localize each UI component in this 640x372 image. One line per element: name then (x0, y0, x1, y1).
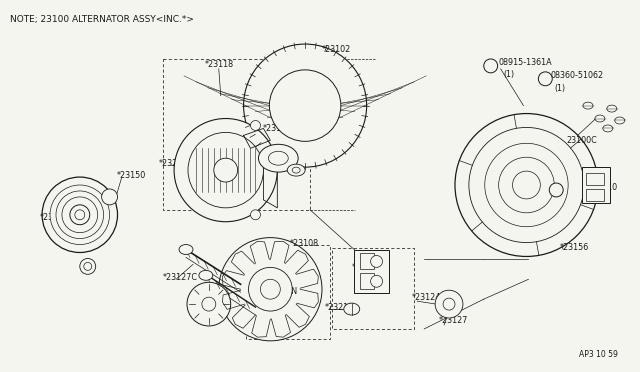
Ellipse shape (607, 105, 617, 112)
Ellipse shape (50, 185, 109, 244)
Ellipse shape (269, 70, 341, 141)
Ellipse shape (344, 303, 360, 315)
Ellipse shape (583, 102, 593, 109)
Ellipse shape (214, 158, 237, 182)
Text: *23200: *23200 (159, 159, 188, 168)
Ellipse shape (219, 238, 322, 341)
Bar (360, 273, 374, 289)
Ellipse shape (250, 121, 260, 131)
Text: *23135: *23135 (355, 250, 384, 259)
Bar (586, 189, 604, 201)
Text: 08915-1361A: 08915-1361A (499, 58, 552, 67)
Text: NOTE; 23100 ALTERNATOR ASSY<INC.*>: NOTE; 23100 ALTERNATOR ASSY<INC.*> (10, 15, 195, 24)
Ellipse shape (435, 290, 463, 318)
Text: (1): (1) (566, 195, 577, 204)
Ellipse shape (292, 167, 300, 173)
Bar (360, 253, 374, 269)
Ellipse shape (259, 144, 298, 172)
Ellipse shape (80, 259, 96, 274)
Text: *23124: *23124 (412, 293, 440, 302)
Ellipse shape (244, 44, 367, 167)
Ellipse shape (174, 119, 277, 222)
Ellipse shape (615, 117, 625, 124)
Ellipse shape (443, 298, 455, 310)
Ellipse shape (455, 113, 598, 256)
Text: *23120N: *23120N (262, 287, 298, 296)
Ellipse shape (199, 270, 213, 280)
Ellipse shape (484, 59, 498, 73)
Text: (1): (1) (554, 84, 565, 93)
Ellipse shape (513, 171, 540, 199)
Ellipse shape (287, 164, 305, 176)
Text: *23130: *23130 (352, 263, 381, 272)
Ellipse shape (250, 210, 260, 220)
Ellipse shape (188, 132, 264, 208)
Bar (586, 173, 604, 185)
Ellipse shape (179, 244, 193, 254)
Ellipse shape (42, 177, 118, 253)
Ellipse shape (248, 267, 292, 311)
Ellipse shape (499, 157, 554, 213)
Bar (354, 250, 390, 293)
Text: *23102: *23102 (322, 45, 351, 54)
Text: *23215: *23215 (325, 302, 355, 312)
Ellipse shape (484, 143, 568, 227)
Text: W: W (553, 187, 559, 192)
Ellipse shape (371, 275, 383, 287)
Ellipse shape (202, 297, 216, 311)
Text: W: W (487, 63, 494, 68)
Ellipse shape (268, 151, 288, 165)
Ellipse shape (70, 205, 90, 225)
Ellipse shape (603, 125, 612, 132)
Ellipse shape (102, 189, 118, 205)
Bar (582, 167, 610, 203)
Ellipse shape (469, 128, 584, 243)
Text: *23156: *23156 (560, 243, 589, 252)
Text: S: S (543, 76, 548, 81)
Text: 08360-51062: 08360-51062 (550, 71, 604, 80)
Ellipse shape (56, 191, 104, 238)
Text: AP3 10 59: AP3 10 59 (579, 350, 618, 359)
Ellipse shape (84, 262, 92, 270)
Ellipse shape (549, 183, 563, 197)
Ellipse shape (62, 197, 98, 232)
Ellipse shape (260, 279, 280, 299)
Ellipse shape (187, 282, 230, 326)
Text: *23108: *23108 (290, 239, 319, 248)
Ellipse shape (538, 72, 552, 86)
Text: *23150: *23150 (116, 171, 146, 180)
Text: *23127C: *23127C (163, 273, 198, 282)
Ellipse shape (595, 115, 605, 122)
Text: (1): (1) (504, 70, 515, 79)
Text: *23120M: *23120M (262, 124, 298, 133)
Text: *23127: *23127 (439, 317, 468, 326)
Ellipse shape (371, 256, 383, 267)
Text: 23100C: 23100C (566, 136, 597, 145)
Text: *23150B: *23150B (40, 213, 75, 222)
Text: *23118: *23118 (205, 60, 234, 70)
Text: 08915-43610: 08915-43610 (564, 183, 618, 192)
Ellipse shape (75, 210, 84, 220)
